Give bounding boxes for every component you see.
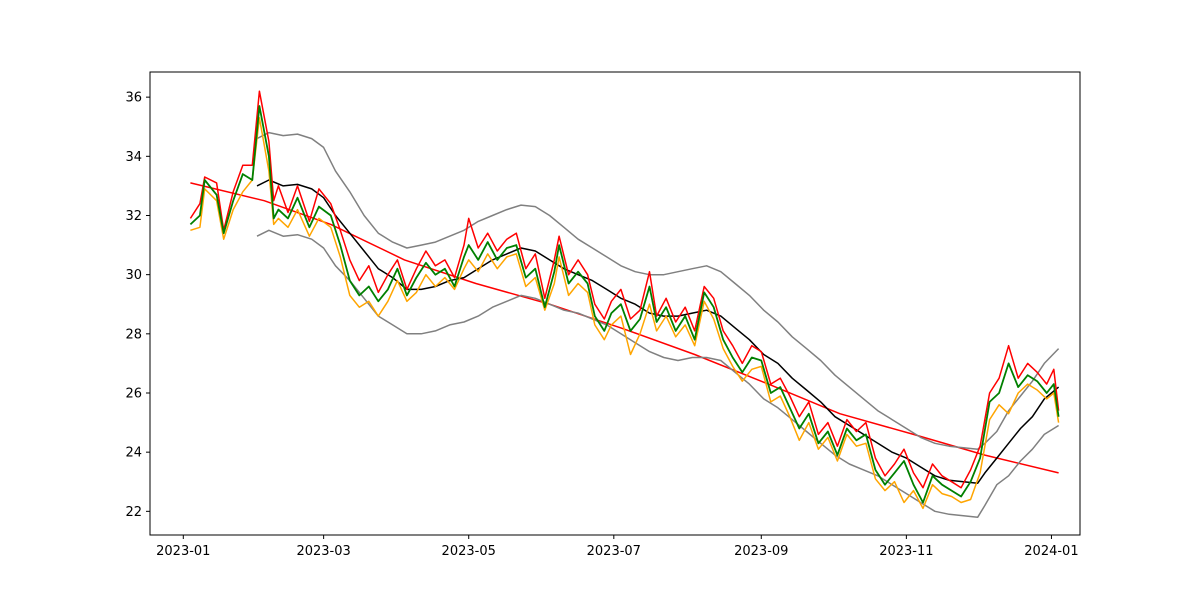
series-line-band-lower: [256, 229, 1059, 518]
series-line-close: [189, 105, 1060, 504]
series-line-high: [189, 90, 1060, 489]
y-tick-label: 22: [125, 505, 142, 520]
y-tick-label: 26: [125, 386, 142, 401]
y-tick-label: 24: [125, 446, 142, 461]
x-tick-label: 2023-03: [296, 544, 350, 559]
y-tick-label: 34: [125, 150, 142, 165]
series-line-low: [190, 117, 1060, 510]
y-axis: 22 24 26 28 30 32 34 36: [125, 91, 150, 520]
x-tick-label: 2023-11: [879, 544, 933, 559]
x-tick-label: 2023-09: [734, 544, 788, 559]
x-tick-label: 2024-01: [1024, 544, 1078, 559]
series-layer: [189, 90, 1060, 518]
series-line-trend: [190, 182, 1059, 474]
y-tick-label: 30: [125, 268, 142, 283]
x-tick-label: 2023-07: [587, 544, 641, 559]
x-tick-label: 2023-05: [442, 544, 496, 559]
y-tick-label: 36: [125, 91, 142, 106]
x-tick-label: 2023-01: [156, 544, 210, 559]
series-line-band-upper: [256, 131, 1060, 450]
plot-frame: [149, 71, 1081, 536]
x-axis: 2023-01 2023-03 2023-05 2023-07 2023-09 2023-…: [156, 535, 1079, 559]
y-tick-label: 28: [125, 327, 142, 342]
plot-area: [150, 72, 1080, 535]
y-tick-label: 32: [125, 209, 142, 224]
